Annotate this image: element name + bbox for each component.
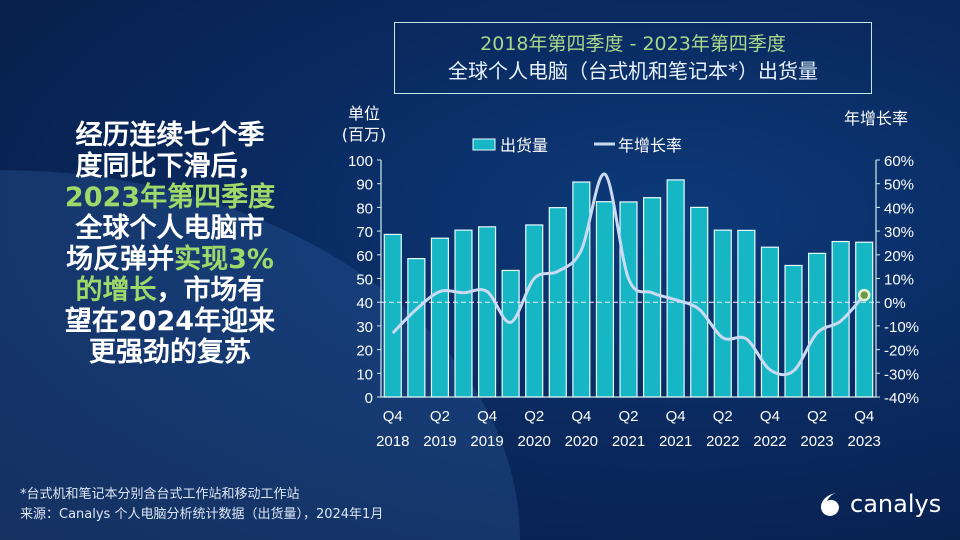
source-note: 来源：Canalys 个人电脑分析统计数据（出货量），2024年1月 <box>20 507 384 522</box>
y-left-title: (百万) <box>342 125 387 144</box>
y-left-tick-label: 100 <box>348 153 373 170</box>
x-tick-label: 2021 <box>659 433 692 450</box>
bar <box>855 241 874 398</box>
footer: *台式机和笔记本分别含台式工作站和移动工作站 来源：Canalys 个人电脑分析… <box>20 485 383 525</box>
y-right-tick-label: -30% <box>884 366 919 383</box>
y-left-tick-label: 10 <box>356 366 373 383</box>
headline-line: 2023年第四季度 <box>64 182 276 213</box>
y-right-tick-label: 30% <box>884 224 914 241</box>
bar <box>430 237 450 398</box>
x-tick-label: 2019 <box>470 433 503 450</box>
x-tick-label: Q2 <box>618 408 638 425</box>
chart-title: 2018年第四季度 - 2023年第四季度 <box>480 33 786 55</box>
chart-title-box: 2018年第四季度 - 2023年第四季度 全球个人电脑（台式机和笔记本*）出货… <box>394 22 872 94</box>
x-tick-label: 2022 <box>706 433 739 450</box>
y-right-tick-label: 0% <box>884 295 906 312</box>
bar <box>383 233 402 398</box>
bar <box>737 229 756 398</box>
y-right-tick-label: -20% <box>884 343 919 360</box>
bar <box>784 264 803 398</box>
y-right-tick-label: 60% <box>884 153 914 170</box>
chart-subtitle: 全球个人电脑（台式机和笔记本*）出货量 <box>448 59 818 83</box>
canalys-logo-icon <box>821 493 839 516</box>
y-left-tick-label: 70 <box>356 224 373 241</box>
bar <box>454 229 473 398</box>
headline-highlight: 的增长 <box>75 275 157 306</box>
y-right-tick-label: 20% <box>884 248 914 265</box>
x-tick-label: Q2 <box>524 408 544 425</box>
headline-line: 望在2024年迎来 <box>64 306 276 337</box>
legend-bar-swatch <box>472 138 496 151</box>
headline-line: 场反弹并实现3% <box>20 244 320 275</box>
headline-line: 度同比下滑后， <box>75 151 265 182</box>
footnote: *台式机和笔记本分别含台式工作站和移动工作站 <box>20 487 300 502</box>
bar <box>807 252 827 398</box>
headline-line: 的增长，市场有 <box>20 275 320 306</box>
bar <box>525 224 544 398</box>
headline-fragment: 场反弹并 <box>66 244 175 275</box>
y-left-tick-label: 80 <box>356 200 373 217</box>
x-tick-label: 2022 <box>753 433 786 450</box>
y-left-tick-label: 90 <box>356 177 373 194</box>
bar <box>642 197 662 398</box>
headline-text: 经历连续七个季 度同比下滑后， 2023年第四季度 全球个人电脑市 场反弹并实现… <box>20 120 320 368</box>
x-tick-label: 2018 <box>376 433 409 450</box>
x-tick-label: 2021 <box>612 433 645 450</box>
y-right-tick-label: 50% <box>884 177 914 194</box>
headline-line: 经历连续七个季 <box>75 120 265 151</box>
x-tick-label: Q2 <box>713 408 733 425</box>
bar <box>477 226 497 398</box>
x-tick-label: Q4 <box>854 408 874 425</box>
x-tick-label: 2019 <box>423 433 456 450</box>
y-right-tick-label: 40% <box>884 200 914 217</box>
highlight-point <box>857 288 871 302</box>
y-left-tick-label: 30 <box>356 319 373 336</box>
headline-line: 全球个人电脑市 <box>75 213 265 244</box>
x-tick-label: Q2 <box>807 408 827 425</box>
legend-label: 年增长率 <box>618 136 682 155</box>
y-left-tick-label: 50 <box>356 272 373 289</box>
y-left-tick-label: 0 <box>365 390 373 407</box>
y-right-title: 年增长率 <box>844 109 908 128</box>
bar <box>666 179 685 398</box>
bar <box>619 201 638 398</box>
headline-line: 更强劲的复苏 <box>89 337 251 368</box>
headline-highlight: 实现3% <box>174 244 274 275</box>
bar <box>595 201 615 398</box>
x-tick-label: Q4 <box>666 408 686 425</box>
bar <box>501 269 520 398</box>
x-tick-label: 2023 <box>848 433 881 450</box>
growth-line <box>391 172 866 377</box>
y-right-tick-label: 10% <box>884 272 914 289</box>
x-tick-label: 2020 <box>518 433 551 450</box>
y-left-tick-label: 60 <box>356 248 373 265</box>
bar <box>407 257 426 398</box>
y-right-tick-label: -10% <box>884 319 919 336</box>
x-tick-label: 2020 <box>565 433 598 450</box>
bar <box>572 181 591 398</box>
x-tick-label: Q2 <box>430 408 450 425</box>
y-right-tick-label: -40% <box>884 390 919 407</box>
legend-label: 出货量 <box>500 136 548 155</box>
x-tick-label: Q4 <box>383 408 403 425</box>
x-tick-label: Q4 <box>477 408 497 425</box>
x-tick-label: 2023 <box>800 433 833 450</box>
y-left-tick-label: 40 <box>356 295 373 312</box>
y-left-title: 单位 <box>348 104 380 123</box>
logo-text: canalys <box>850 490 942 518</box>
x-tick-label: Q4 <box>571 408 591 425</box>
y-left-tick-label: 20 <box>356 343 373 360</box>
x-tick-label: Q4 <box>760 408 780 425</box>
bar <box>713 229 732 398</box>
headline-fragment: ，市场有 <box>156 275 265 306</box>
canalys-logo: canalys <box>818 490 941 518</box>
